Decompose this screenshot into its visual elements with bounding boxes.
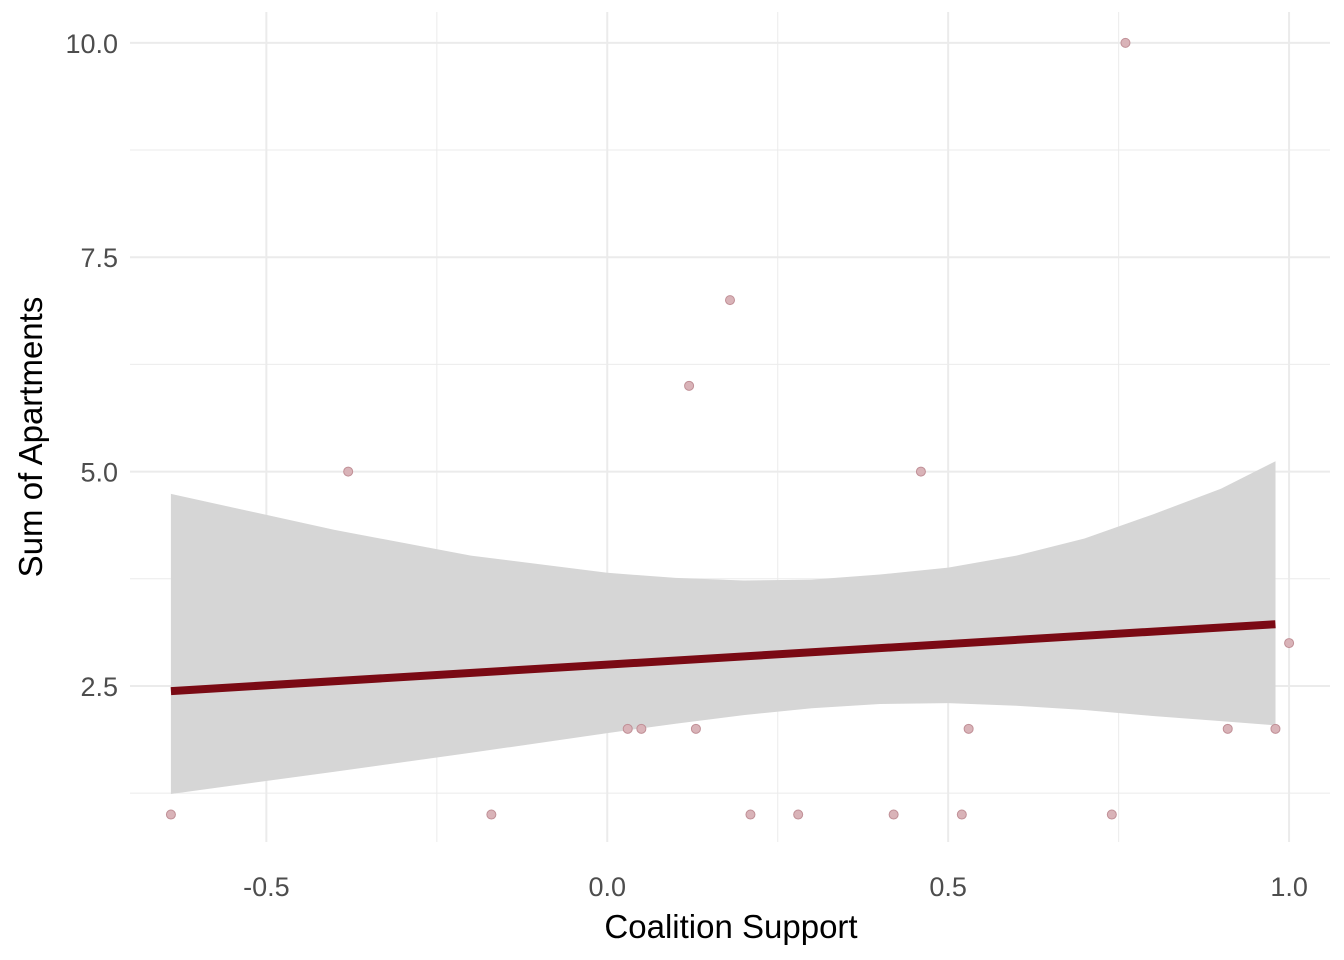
x-axis-title: Coalition Support: [604, 908, 857, 945]
data-point: [486, 809, 497, 820]
data-point: [622, 723, 633, 734]
data-point: [888, 809, 899, 820]
data-point: [1270, 723, 1281, 734]
data-point: [1106, 809, 1117, 820]
x-tick-label: 1.0: [1270, 872, 1308, 902]
y-axis-title: Sum of Apartments: [12, 297, 49, 578]
fit-line-layer: [170, 620, 1276, 696]
data-point: [745, 809, 756, 820]
data-point: [915, 466, 926, 477]
y-tick-label: 7.5: [80, 243, 118, 273]
data-point: [793, 809, 804, 820]
y-tick-label: 10.0: [65, 29, 118, 59]
data-point: [1222, 723, 1233, 734]
data-point: [963, 723, 974, 734]
data-point: [343, 466, 354, 477]
data-point: [956, 809, 967, 820]
y-tick-label: 5.0: [80, 458, 118, 488]
data-point: [690, 723, 701, 734]
data-point: [725, 295, 735, 306]
x-tick-label: 0.0: [588, 872, 626, 902]
x-tick-label: 0.5: [929, 872, 967, 902]
data-point: [165, 809, 176, 820]
y-tick-label: 2.5: [80, 672, 118, 702]
data-points-layer: [165, 37, 1295, 820]
data-point: [1120, 37, 1131, 48]
regression-line: [170, 620, 1276, 696]
data-point: [636, 723, 647, 734]
data-point: [1284, 638, 1295, 649]
confidence-band: [170, 461, 1276, 794]
tick-labels: -0.5 0.0 0.5 1.0 2.5 5.0 7.5 10.0: [65, 29, 1307, 902]
x-tick-label: -0.5: [243, 872, 290, 902]
data-point: [684, 380, 695, 391]
confidence-band-layer: [170, 461, 1276, 794]
